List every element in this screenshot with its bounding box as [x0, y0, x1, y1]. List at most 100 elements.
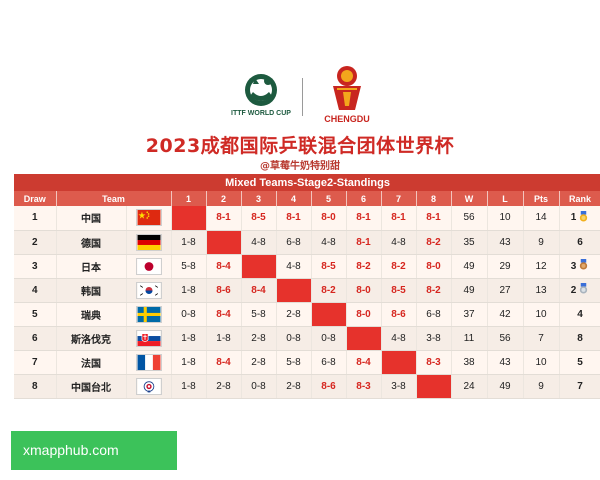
page-title: 2023成都国际乒联混合团体世界杯	[145, 135, 455, 157]
losses-cell: 49	[487, 374, 524, 399]
rank-cell: 7	[559, 374, 600, 399]
wins-cell: 24	[451, 374, 488, 399]
standings-body: 1 中国 8-1 8-5 8-1 8-0 8-1 8-1 8-1 56 10 14 1 2 德国 1-8 4-8…	[14, 206, 600, 399]
team-name: 瑞典	[56, 302, 127, 327]
rank-value: 8	[577, 332, 583, 344]
match-result-cell: 6-8	[311, 350, 347, 375]
header-points: Pts	[523, 191, 560, 206]
match-result-cell: 1-8	[171, 230, 207, 255]
team-name: 韩国	[56, 278, 127, 303]
match-result-cell: 4-8	[381, 326, 417, 351]
self-match-cell	[416, 374, 452, 399]
match-result-cell: 0-8	[276, 326, 312, 351]
match-result-cell: 8-6	[311, 374, 347, 399]
match-result-cell: 8-0	[346, 302, 382, 327]
losses-cell: 43	[487, 230, 524, 255]
table-row: 1 中国 8-1 8-5 8-1 8-0 8-1 8-1 8-1 56 10 14 1	[14, 206, 600, 231]
match-result-cell: 5-8	[171, 254, 207, 279]
match-result-cell: 8-6	[381, 302, 417, 327]
rank-cell: 6	[559, 230, 600, 255]
china-flag-icon	[127, 209, 171, 227]
draw-cell: 2	[14, 230, 57, 255]
team-name: 中国台北	[56, 374, 127, 399]
points-cell: 9	[523, 374, 560, 399]
logo-divider	[302, 78, 303, 116]
self-match-cell	[206, 230, 242, 255]
watermark-badge: xmapphub.com	[11, 431, 177, 470]
match-result-cell: 8-1	[346, 230, 382, 255]
match-result-cell: 8-1	[416, 206, 452, 231]
draw-cell: 1	[14, 206, 57, 231]
match-result-cell: 8-2	[311, 278, 347, 303]
header-losses: L	[487, 191, 524, 206]
sweden-flag-cell	[126, 302, 172, 327]
self-match-cell	[346, 326, 382, 351]
draw-cell: 7	[14, 350, 57, 375]
table-row: 6 斯洛伐克 1-8 1-8 2-8 0-8 0-8 4-8 3-8 11 56 7 8	[14, 326, 600, 351]
match-result-cell: 5-8	[276, 350, 312, 375]
wins-cell: 49	[451, 278, 488, 303]
header-col-4: 4	[276, 191, 312, 206]
japan-flag-icon	[127, 257, 171, 275]
draw-cell: 4	[14, 278, 57, 303]
points-cell: 7	[523, 326, 560, 351]
france-flag-cell	[126, 350, 172, 375]
match-result-cell: 1-8	[206, 326, 242, 351]
self-match-cell	[311, 302, 347, 327]
rank-cell: 8	[559, 326, 600, 351]
match-result-cell: 8-2	[416, 278, 452, 303]
rank-value: 2	[570, 284, 577, 296]
losses-cell: 43	[487, 350, 524, 375]
standings-table: Mixed Teams-Stage2-Standings Draw Team 1…	[14, 174, 600, 399]
match-result-cell: 0-8	[311, 326, 347, 351]
match-result-cell: 8-1	[346, 206, 382, 231]
match-result-cell: 1-8	[171, 326, 207, 351]
wins-cell: 56	[451, 206, 488, 231]
header-col-2: 2	[206, 191, 242, 206]
wins-cell: 11	[451, 326, 488, 351]
points-cell: 13	[523, 278, 560, 303]
header-col-7: 7	[381, 191, 417, 206]
chinese-taipei-flag-cell	[126, 374, 172, 399]
header-col-3: 3	[241, 191, 277, 206]
losses-cell: 27	[487, 278, 524, 303]
match-result-cell: 8-1	[381, 206, 417, 231]
match-result-cell: 8-4	[346, 350, 382, 375]
korea-flag-cell	[126, 278, 172, 303]
points-cell: 9	[523, 230, 560, 255]
match-result-cell: 2-8	[276, 374, 312, 399]
match-result-cell: 8-1	[206, 206, 242, 231]
match-result-cell: 3-8	[381, 374, 417, 399]
match-result-cell: 8-3	[346, 374, 382, 399]
match-result-cell: 2-8	[241, 326, 277, 351]
match-result-cell: 8-0	[346, 278, 382, 303]
match-result-cell: 8-5	[241, 206, 277, 231]
match-result-cell: 6-8	[416, 302, 452, 327]
rank-cell: 3	[559, 254, 600, 279]
losses-cell: 29	[487, 254, 524, 279]
match-result-cell: 8-4	[206, 254, 242, 279]
rank-cell: 4	[559, 302, 600, 327]
match-result-cell: 8-2	[381, 254, 417, 279]
self-match-cell	[276, 278, 312, 303]
chengdu-emblem-icon	[333, 66, 361, 110]
header-col-6: 6	[346, 191, 382, 206]
match-result-cell: 8-5	[311, 254, 347, 279]
match-result-cell: 0-8	[171, 302, 207, 327]
draw-cell: 8	[14, 374, 57, 399]
match-result-cell: 1-8	[171, 278, 207, 303]
chengdu-logo: CHENGDU	[314, 64, 380, 126]
match-result-cell: 6-8	[276, 230, 312, 255]
page-subtitle: @草莓牛奶特别甜	[260, 161, 340, 172]
table-row: 5 瑞典 0-8 8-4 5-8 2-8 8-0 8-6 6-8 37 42 10 4	[14, 302, 600, 327]
header-rank: Rank	[559, 191, 600, 206]
rank-value: 1	[570, 212, 577, 224]
header-draw: Draw	[14, 191, 57, 206]
points-cell: 14	[523, 206, 560, 231]
bronze-medal-icon	[578, 259, 589, 273]
draw-cell: 6	[14, 326, 57, 351]
wins-cell: 35	[451, 230, 488, 255]
match-result-cell: 8-5	[381, 278, 417, 303]
rank-value: 4	[577, 308, 583, 320]
team-name: 日本	[56, 254, 127, 279]
